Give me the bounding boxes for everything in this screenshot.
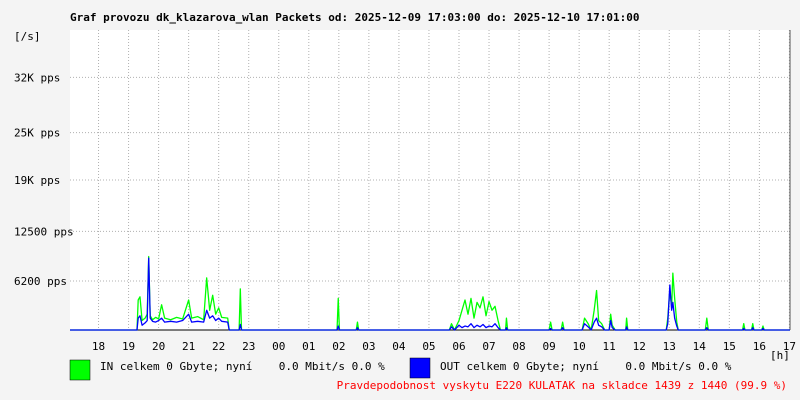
x-tick-label: 04 bbox=[392, 340, 406, 353]
legend-label: IN celkem 0 Gbyte; nyní 0.0 Mbit/s 0.0 % bbox=[100, 360, 385, 373]
y-tick-label: 25K pps bbox=[14, 127, 60, 140]
x-tick-label: 23 bbox=[242, 340, 255, 353]
x-tick-label: 09 bbox=[542, 340, 555, 353]
x-tick-label: 18 bbox=[92, 340, 105, 353]
x-tick-label: 11 bbox=[603, 340, 616, 353]
x-tick-label: 22 bbox=[212, 340, 225, 353]
x-tick-label: 00 bbox=[272, 340, 285, 353]
series-line bbox=[70, 255, 790, 331]
x-tick-label: 13 bbox=[663, 340, 676, 353]
x-tick-label: 10 bbox=[573, 340, 586, 353]
x-tick-label: 06 bbox=[452, 340, 465, 353]
legend-label: OUT celkem 0 Gbyte; nyní 0.0 Mbit/s 0.0 … bbox=[440, 360, 732, 373]
y-unit-label: [/s] bbox=[14, 30, 41, 43]
x-tick-label: 07 bbox=[482, 340, 495, 353]
x-tick-label: 21 bbox=[182, 340, 195, 353]
x-tick-label: 20 bbox=[152, 340, 165, 353]
y-tick-label: 32K pps bbox=[14, 71, 60, 84]
x-tick-label: 03 bbox=[362, 340, 375, 353]
y-tick-label: 12500 pps bbox=[14, 225, 74, 238]
y-tick-label: 19K pps bbox=[14, 174, 60, 187]
x-tick-label: 14 bbox=[693, 340, 707, 353]
x-tick-label: 05 bbox=[422, 340, 435, 353]
x-tick-label: 19 bbox=[122, 340, 135, 353]
legend-swatch bbox=[409, 357, 431, 379]
legend-swatch bbox=[69, 359, 91, 381]
x-tick-label: 02 bbox=[332, 340, 345, 353]
x-tick-label: 01 bbox=[302, 340, 315, 353]
x-unit-label: [h] bbox=[770, 349, 790, 362]
chart-title: Graf provozu dk_klazarova_wlan Packets o… bbox=[70, 11, 640, 24]
x-tick-label: 17 bbox=[783, 340, 796, 353]
x-tick-label: 15 bbox=[723, 340, 736, 353]
x-tick-label: 12 bbox=[633, 340, 646, 353]
footer-note: Pravdepodobnost vyskytu E220 KULATAK na … bbox=[337, 379, 787, 392]
y-tick-label: 6200 pps bbox=[14, 275, 67, 288]
series-line bbox=[70, 257, 790, 331]
x-tick-label: 08 bbox=[512, 340, 525, 353]
x-tick-label: 16 bbox=[753, 340, 766, 353]
